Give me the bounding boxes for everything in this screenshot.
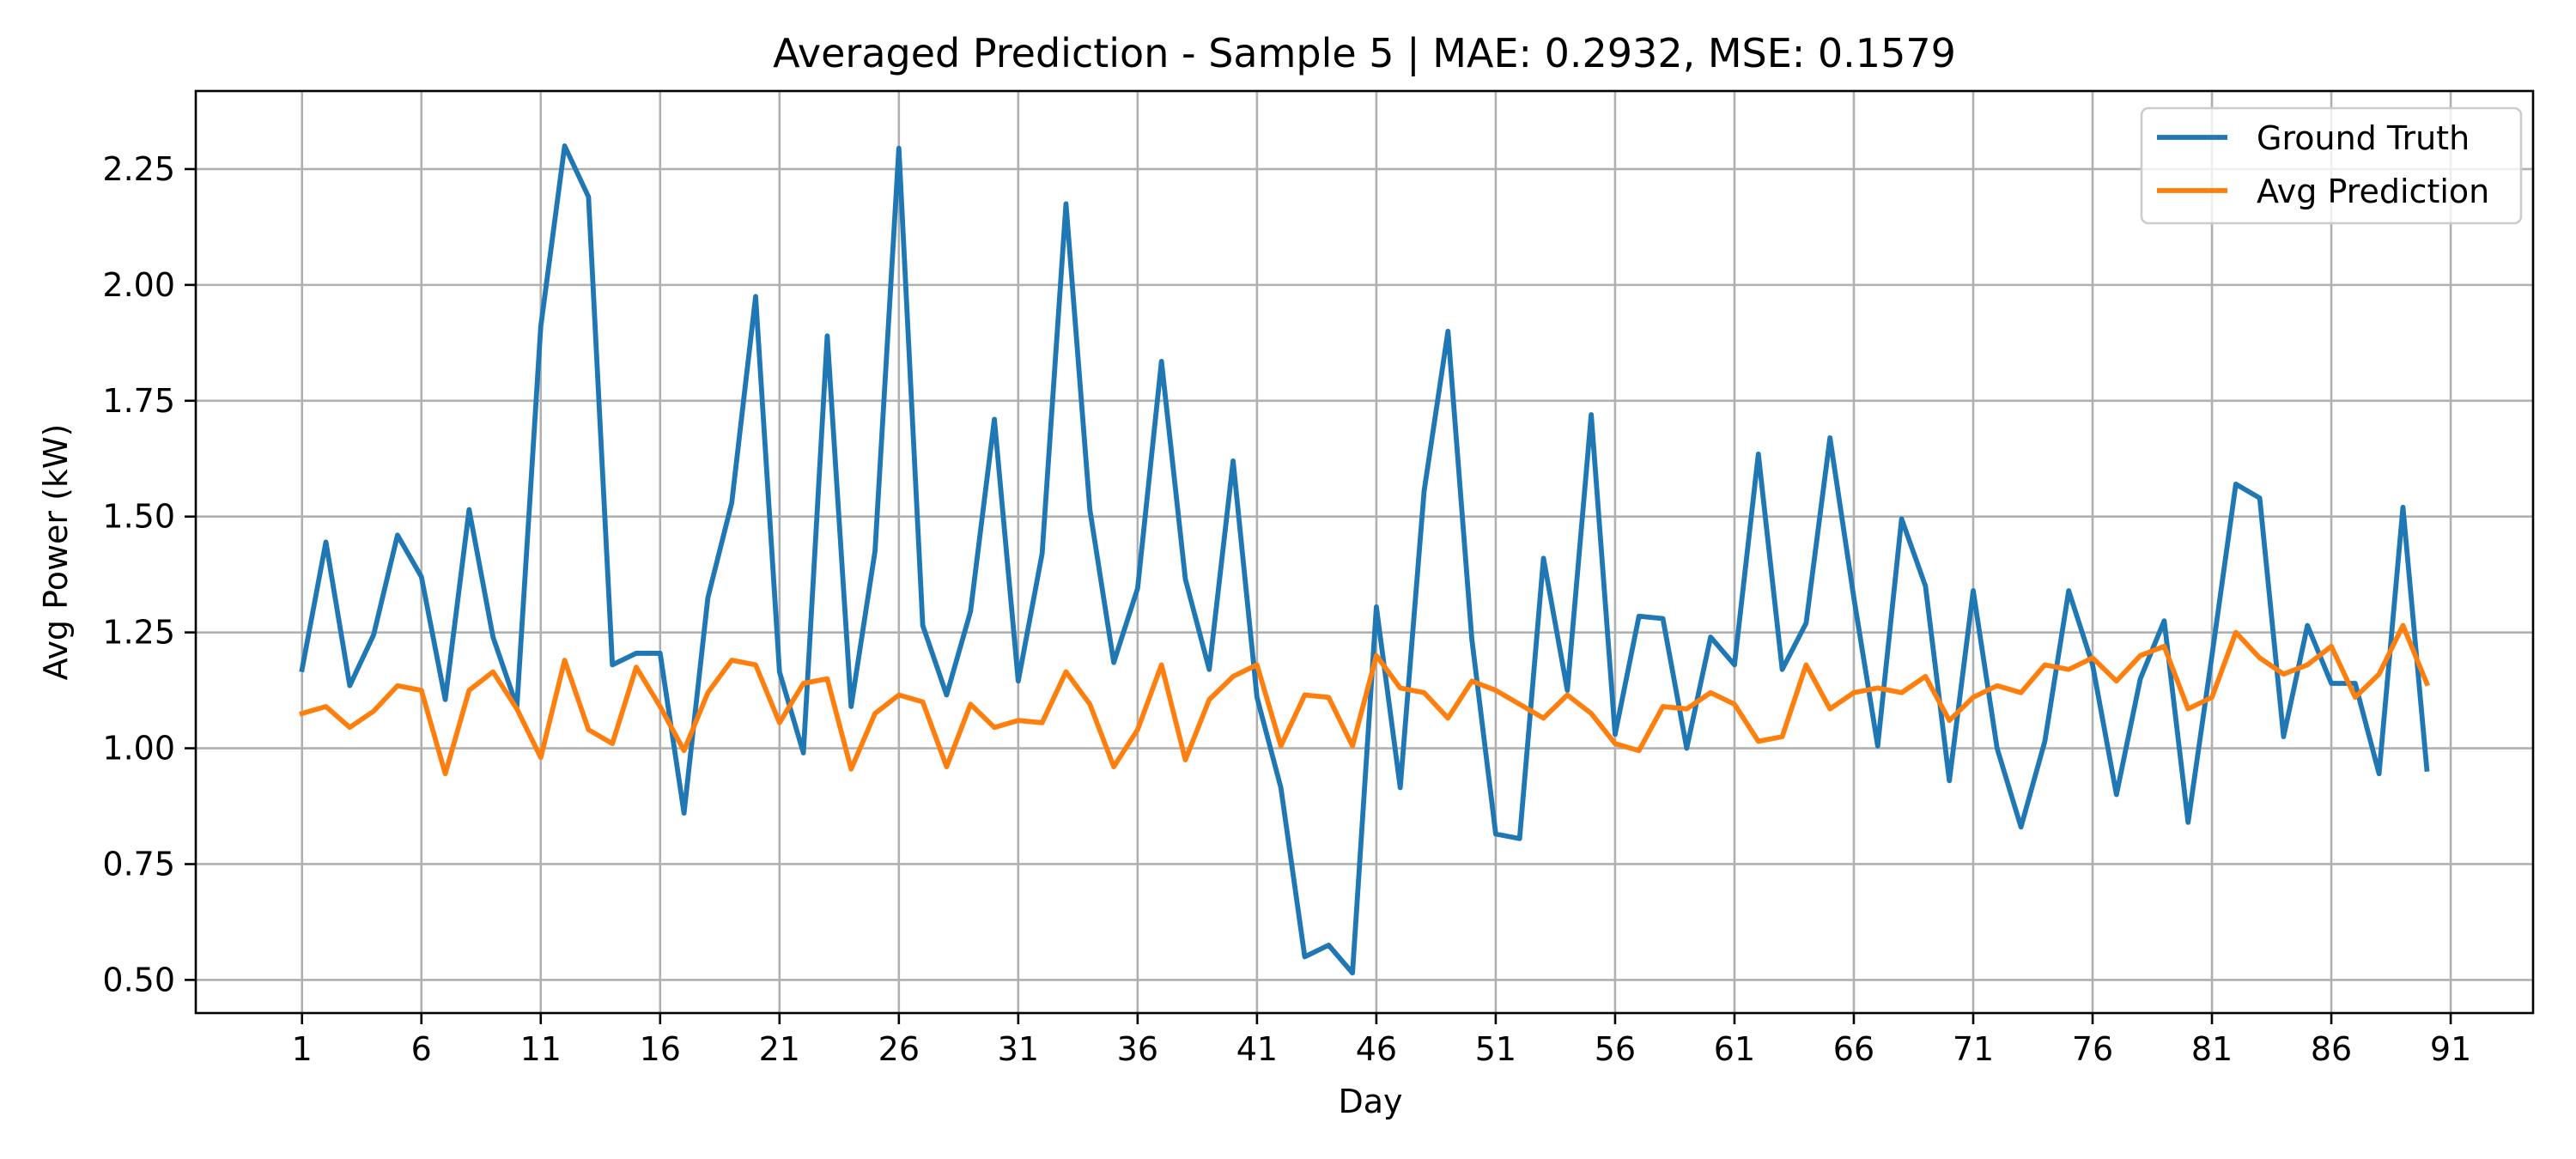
grid: [196, 91, 2533, 1013]
series-line-ground-truth: [299, 143, 2430, 976]
y-tick-label: 1.25: [102, 614, 175, 652]
plot-frame: [194, 89, 2535, 1015]
y-tick-label: 2.25: [102, 150, 175, 188]
legend: Ground Truth Avg Prediction: [2140, 106, 2523, 225]
x-tick-label: 61: [1714, 1030, 1755, 1068]
x-tick-label: 41: [1236, 1030, 1278, 1068]
x-tick-label: 76: [2072, 1030, 2113, 1068]
ticks: 1 6 11 16 21 26 31 36 41 46 51 56 61 66 71 76 81 86 910.50…: [102, 150, 2471, 1068]
x-tick-label: 51: [1475, 1030, 1516, 1068]
x-tick-label: 11: [520, 1030, 562, 1068]
x-tick-label: 46: [1356, 1030, 1397, 1068]
legend-label-ground-truth: Ground Truth: [2257, 119, 2470, 157]
y-tick-label: 2.00: [102, 266, 175, 304]
x-tick-label: 1: [292, 1030, 313, 1068]
x-axis-label: Day: [1338, 1083, 1402, 1120]
x-tick-label: 91: [2430, 1030, 2471, 1068]
y-tick-label: 0.75: [102, 845, 175, 883]
x-tick-label: 86: [2311, 1030, 2352, 1068]
y-tick-label: 1.75: [102, 382, 175, 420]
x-tick-label: 56: [1595, 1030, 1636, 1068]
y-tick-label: 1.50: [102, 498, 175, 536]
series-line-avg-prediction: [299, 622, 2431, 777]
series-layer: [299, 143, 2431, 976]
y-axis-label: Avg Power (kW): [37, 424, 75, 681]
legend-box: [2140, 106, 2523, 225]
legend-label-avg-prediction: Avg Prediction: [2257, 173, 2489, 210]
x-tick-label: 21: [759, 1030, 800, 1068]
x-tick-label: 71: [1953, 1030, 1994, 1068]
y-tick-label: 0.50: [102, 961, 175, 998]
plot-area: [196, 91, 2533, 1013]
x-tick-label: 66: [1833, 1030, 1874, 1068]
x-tick-label: 6: [411, 1030, 432, 1068]
x-tick-label: 31: [998, 1030, 1039, 1068]
x-tick-label: 26: [878, 1030, 920, 1068]
chart-title: Averaged Prediction - Sample 5 | MAE: 0.…: [773, 30, 1956, 77]
x-tick-label: 36: [1117, 1030, 1158, 1068]
x-tick-label: 81: [2191, 1030, 2233, 1068]
x-tick-label: 16: [640, 1030, 681, 1068]
y-tick-label: 1.00: [102, 730, 175, 768]
